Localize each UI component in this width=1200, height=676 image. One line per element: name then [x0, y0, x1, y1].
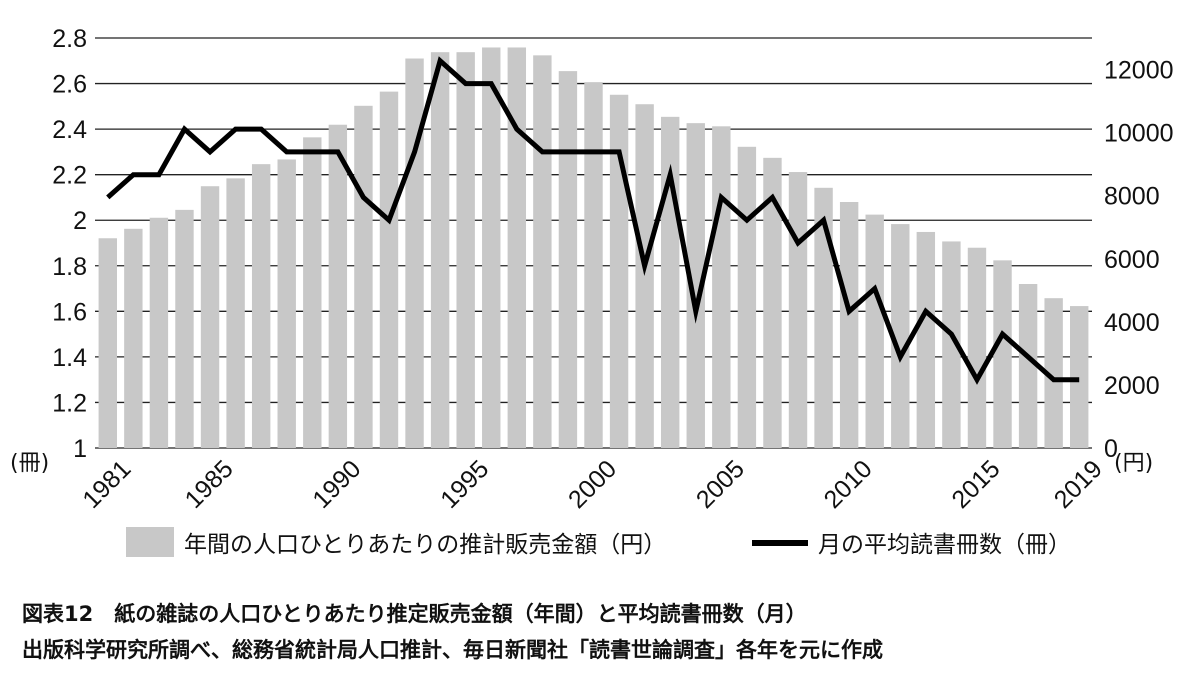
x-tick-label: 1990 — [307, 455, 366, 514]
right-tick-label: 8000 — [1104, 183, 1160, 211]
bar — [200, 186, 220, 448]
left-tick-label: 2.6 — [52, 71, 87, 99]
bar — [839, 202, 859, 448]
left-tick-label: 1 — [73, 435, 87, 463]
right-tick-label: 4000 — [1104, 309, 1160, 337]
bar — [124, 228, 143, 448]
bar — [967, 247, 987, 448]
legend-bar-label: 年間の人口ひとりあたりの推計販売金額（円） — [184, 532, 666, 558]
x-tick-label: 2019 — [1049, 455, 1108, 514]
bar — [993, 260, 1012, 448]
bar — [533, 55, 552, 448]
bar — [891, 224, 910, 448]
left-tick-label: 2.8 — [52, 25, 87, 53]
bar — [456, 52, 475, 448]
bar — [763, 157, 782, 448]
bar — [175, 209, 194, 448]
left-tick-label: 1.6 — [52, 298, 87, 326]
right-axis-unit: (円) — [1114, 451, 1153, 476]
x-tick-label: 2015 — [946, 455, 1005, 514]
bar — [482, 47, 501, 448]
bar — [737, 146, 757, 449]
right-tick-label: 2000 — [1104, 372, 1160, 400]
right-tick-label: 0 — [1104, 435, 1118, 463]
x-tick-label: 2010 — [819, 455, 878, 514]
bar — [1044, 298, 1063, 448]
bar — [558, 71, 578, 448]
bar — [226, 178, 245, 448]
bar — [712, 126, 731, 449]
x-tick-label: 2005 — [691, 455, 750, 514]
x-tick-label: 2000 — [563, 455, 622, 514]
bar — [584, 82, 603, 449]
bar — [865, 214, 884, 448]
bar — [98, 238, 117, 448]
left-y-axis: 1 1.2 1.4 1.6 1.8 2 2.2 2.4 2.6 2.8 (冊) — [10, 25, 87, 476]
x-tick-label: 1981 — [77, 455, 136, 514]
left-tick-label: 1.8 — [52, 253, 87, 281]
right-tick-label: 12000 — [1104, 57, 1174, 85]
right-tick-label: 6000 — [1104, 246, 1160, 274]
bar — [379, 91, 399, 448]
bar — [788, 172, 808, 449]
bar — [277, 159, 296, 448]
left-tick-label: 2 — [73, 207, 87, 235]
bar — [507, 47, 527, 448]
bar — [814, 187, 833, 449]
left-tick-label: 1.4 — [52, 344, 87, 372]
figure-caption-title: 図表12 紙の雑誌の人口ひとりあたり推定販売金額（年間）と平均読書冊数（月） — [22, 602, 807, 626]
bar — [328, 124, 348, 448]
bar — [303, 137, 322, 448]
left-axis-unit: (冊) — [10, 451, 49, 476]
bar — [686, 123, 705, 449]
dual-axis-chart: 1 1.2 1.4 1.6 1.8 2 2.2 2.4 2.6 2.8 (冊) 0 2000 4000 6… — [10, 25, 1174, 558]
bar — [405, 58, 424, 448]
bar — [635, 104, 654, 448]
bar — [942, 241, 961, 448]
legend: 年間の人口ひとりあたりの推計販売金額（円） 月の平均読書冊数（冊） — [126, 527, 1071, 558]
legend-bar-swatch — [126, 527, 174, 557]
x-tick-label: 1985 — [180, 455, 239, 514]
line-series — [106, 56, 1080, 385]
right-y-axis: 0 2000 4000 6000 8000 10000 12000 (円) — [1104, 57, 1174, 476]
bar — [916, 231, 936, 448]
figure-caption-source: 出版科学研究所調べ、総務省統計局人口推計、毎日新聞社「読書世論調査」各年を元に作… — [22, 638, 883, 662]
bar — [354, 105, 373, 449]
legend-line-label: 月の平均読書冊数（冊） — [818, 532, 1071, 558]
bar — [149, 217, 169, 448]
bar — [1070, 306, 1089, 448]
bar — [251, 164, 271, 448]
x-tick-label: 1995 — [435, 455, 494, 514]
right-tick-label: 10000 — [1104, 120, 1174, 148]
bar — [609, 94, 629, 449]
left-tick-label: 1.2 — [52, 389, 87, 417]
bar — [430, 52, 450, 448]
left-tick-label: 2.4 — [52, 116, 87, 144]
bar — [1018, 284, 1038, 448]
left-tick-label: 2.2 — [52, 162, 87, 190]
bar-series — [98, 47, 1089, 449]
x-axis: 1981 1985 1990 1995 2000 2005 2010 2015 2019 — [77, 455, 1108, 514]
